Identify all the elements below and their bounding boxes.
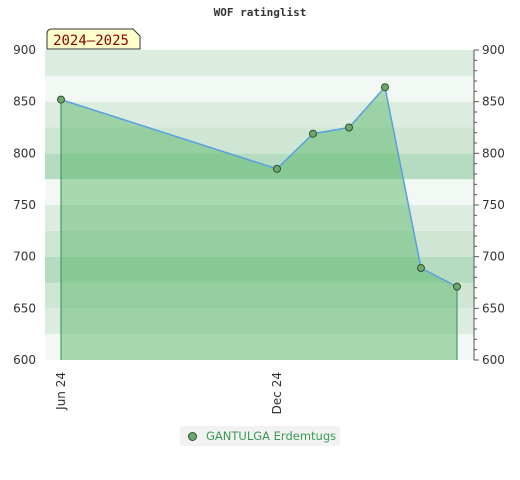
y-tick-label-right: 850 bbox=[482, 95, 505, 109]
series-area-fill bbox=[61, 87, 457, 360]
y-tick-label-left: 650 bbox=[13, 301, 36, 315]
legend: GANTULGA Erdemtugs bbox=[180, 426, 340, 446]
legend-label: GANTULGA Erdemtugs bbox=[206, 429, 337, 443]
background-band bbox=[45, 75, 474, 102]
data-point bbox=[309, 129, 317, 138]
y-axis-left: 600 650 700 750 800 850 900 bbox=[13, 43, 36, 367]
chart-title: WOF ratinglist bbox=[214, 6, 307, 19]
y-tick-label-right: 700 bbox=[482, 250, 505, 264]
season-badge: 2024–2025 bbox=[46, 28, 141, 50]
y-tick-label-left: 850 bbox=[13, 95, 36, 109]
background-band bbox=[45, 50, 474, 76]
y-tick-label-left: 600 bbox=[13, 353, 36, 367]
y-tick-label-right: 650 bbox=[482, 301, 505, 315]
data-point bbox=[381, 83, 389, 92]
y-tick-label-right: 800 bbox=[482, 146, 505, 160]
legend-marker-icon bbox=[188, 431, 197, 441]
data-point bbox=[345, 123, 353, 132]
y-tick-label-right: 900 bbox=[482, 43, 505, 57]
x-tick-label: Jun 24 bbox=[54, 372, 68, 411]
y-tick-label-right: 600 bbox=[482, 353, 505, 367]
season-label: 2024–2025 bbox=[53, 33, 129, 49]
y-tick-label-left: 700 bbox=[13, 250, 36, 264]
x-axis: Jun 24 Dec 24 bbox=[54, 372, 284, 414]
y-axis-right: 600 650 700 750 800 850 900 bbox=[473, 43, 505, 367]
y-tick-label-right: 750 bbox=[482, 198, 505, 212]
y-tick-label-left: 900 bbox=[13, 43, 36, 57]
y-tick-label-left: 800 bbox=[13, 146, 36, 160]
rating-points bbox=[57, 83, 461, 291]
data-point bbox=[453, 282, 461, 291]
data-point bbox=[57, 95, 65, 104]
data-point bbox=[417, 264, 425, 273]
x-tick-label: Dec 24 bbox=[270, 372, 284, 414]
data-point bbox=[273, 164, 281, 173]
y-tick-label-left: 750 bbox=[13, 198, 36, 212]
